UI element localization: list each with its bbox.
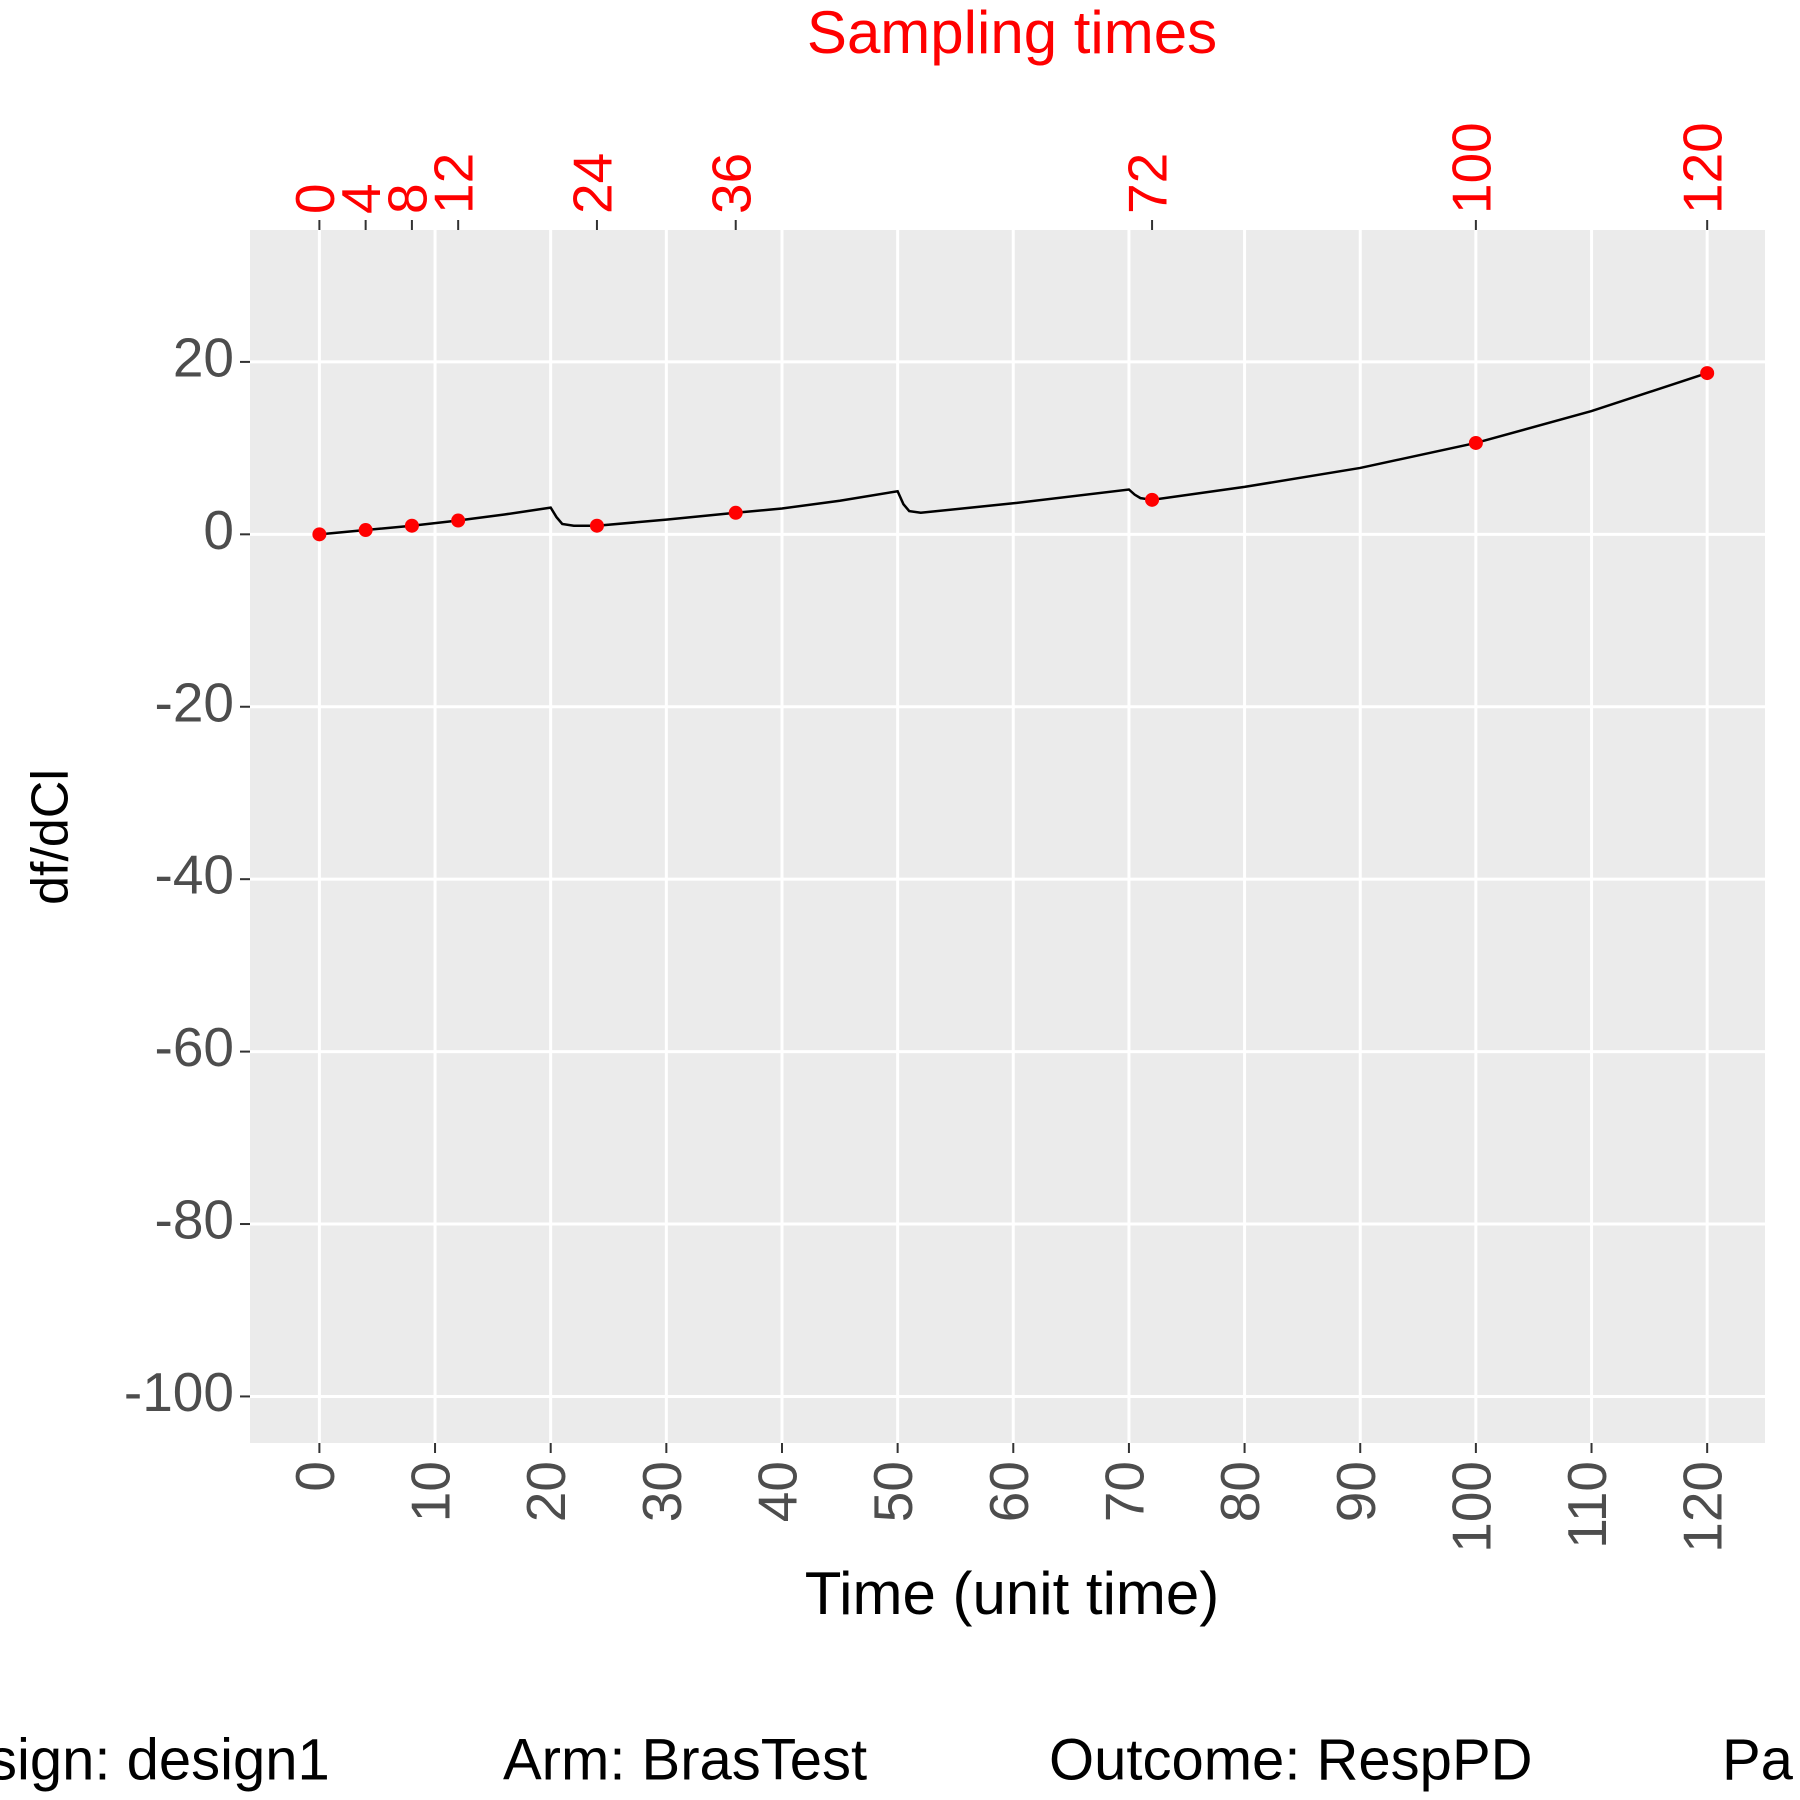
x-tick-label: 40 (747, 1461, 809, 1522)
x2-tick-label: 0 (284, 183, 346, 214)
point (728, 505, 743, 520)
y-tick-label: -60 (155, 1016, 235, 1078)
x-tick-label: 100 (1440, 1461, 1502, 1553)
x-tick-label: 30 (631, 1461, 693, 1522)
y-tick-label: -80 (155, 1189, 235, 1251)
x-tick-label: 20 (515, 1461, 577, 1522)
caption: Arm: BrasTest (503, 1727, 867, 1792)
point (1468, 435, 1483, 450)
point (312, 527, 327, 542)
chart-title: Sampling times (807, 0, 1217, 66)
x-tick-label: 80 (1209, 1461, 1271, 1522)
line (319, 371, 1708, 536)
x2-tick-label: 12 (423, 153, 485, 214)
point (358, 523, 373, 538)
caption: sign: design1 (0, 1727, 330, 1792)
point (404, 518, 419, 533)
x-tick-label: 110 (1556, 1461, 1618, 1549)
x-tick-label: 0 (284, 1461, 346, 1492)
x-tick-label: 10 (400, 1461, 462, 1522)
x-tick-label: 50 (862, 1461, 924, 1522)
x2-tick-label: 100 (1440, 122, 1502, 214)
x-tick-label: 120 (1672, 1461, 1734, 1553)
point (589, 518, 604, 533)
point (1700, 366, 1715, 381)
x2-tick-label: 120 (1672, 122, 1734, 214)
plot-panel (250, 230, 1765, 1443)
point (451, 513, 466, 528)
y-tick-label: 0 (203, 499, 234, 561)
x-tick-label: 70 (1093, 1461, 1155, 1522)
x2-tick-label: 36 (700, 153, 762, 214)
y-tick-label: 20 (173, 326, 234, 388)
point (1145, 492, 1160, 507)
x-tick-label: 90 (1325, 1461, 1387, 1522)
x2-tick-label: 8 (376, 183, 438, 214)
caption: Pa (1722, 1727, 1794, 1792)
x-axis-title: Time (unit time) (805, 1560, 1220, 1627)
x-tick-label: 60 (978, 1461, 1040, 1522)
x2-tick-label: 72 (1117, 153, 1179, 214)
x2-tick-label: 4 (330, 183, 392, 214)
x2-tick-label: 24 (561, 153, 623, 214)
y-tick-label: -40 (155, 844, 235, 906)
y-axis-title: df/dCl (22, 769, 80, 905)
caption: Outcome: RespPD (1049, 1727, 1533, 1792)
y-tick-label: -20 (155, 671, 235, 733)
y-tick-label: -100 (124, 1361, 234, 1423)
